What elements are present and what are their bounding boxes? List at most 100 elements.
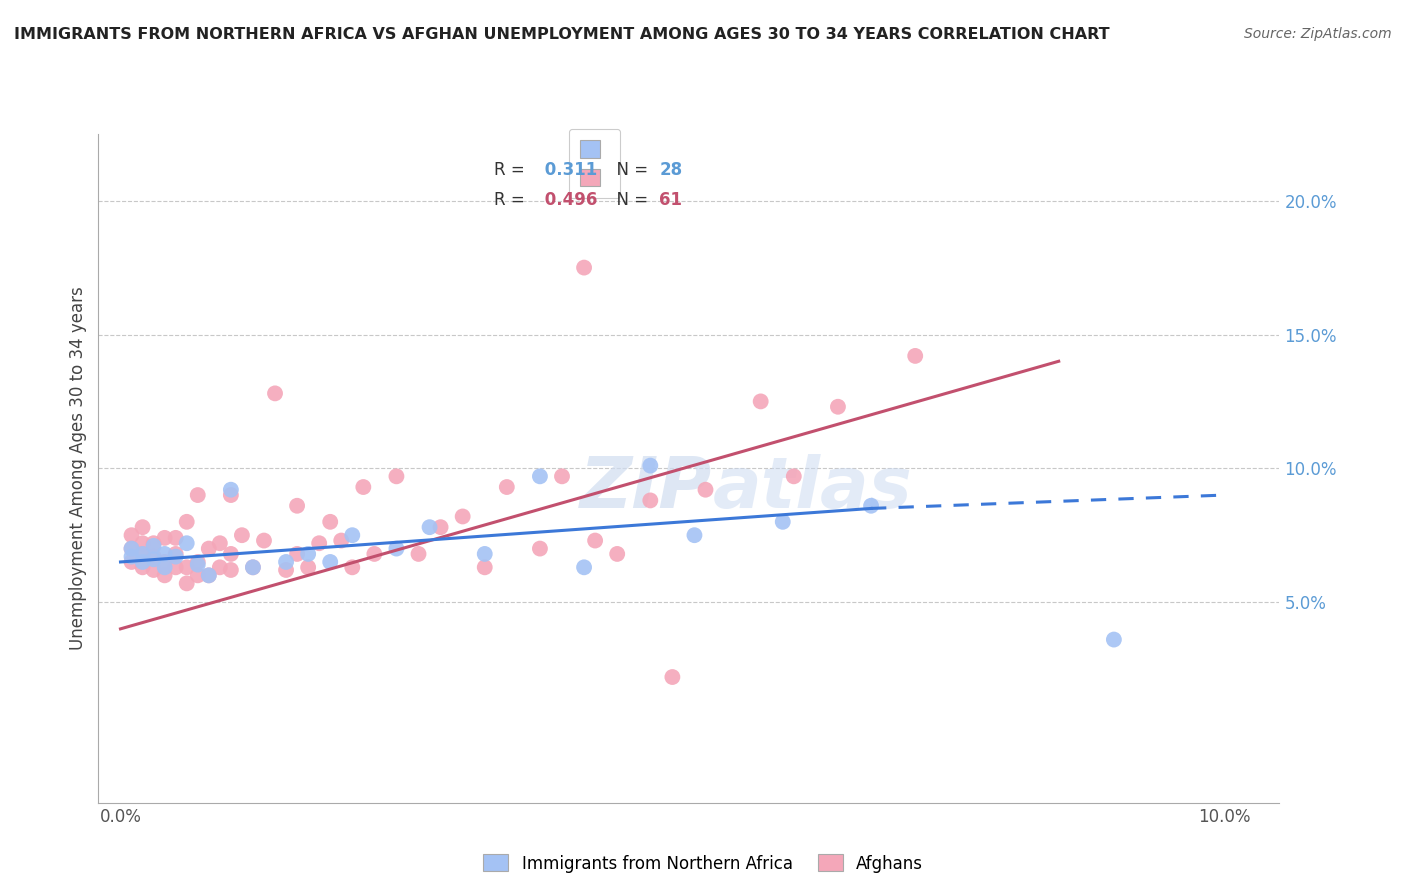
Point bbox=[242, 560, 264, 574]
Point bbox=[198, 568, 221, 582]
Point bbox=[330, 533, 353, 548]
Point bbox=[319, 515, 342, 529]
Point bbox=[342, 528, 364, 542]
Point bbox=[606, 547, 628, 561]
Point bbox=[219, 483, 242, 497]
Point bbox=[121, 528, 143, 542]
Point bbox=[529, 469, 551, 483]
Point bbox=[474, 560, 496, 574]
Point bbox=[121, 541, 143, 556]
Point bbox=[121, 555, 143, 569]
Point bbox=[165, 531, 187, 545]
Point bbox=[308, 536, 330, 550]
Point bbox=[131, 555, 153, 569]
Point bbox=[121, 541, 143, 556]
Text: 61: 61 bbox=[659, 191, 682, 209]
Point bbox=[176, 560, 198, 574]
Point bbox=[297, 560, 319, 574]
Text: IMMIGRANTS FROM NORTHERN AFRICA VS AFGHAN UNEMPLOYMENT AMONG AGES 30 TO 34 YEARS: IMMIGRANTS FROM NORTHERN AFRICA VS AFGHA… bbox=[14, 27, 1109, 42]
Point bbox=[551, 469, 574, 483]
Point bbox=[385, 541, 408, 556]
Point bbox=[363, 547, 385, 561]
Text: N =: N = bbox=[606, 191, 654, 209]
Legend: , : , bbox=[568, 128, 620, 198]
Text: ZIP: ZIP bbox=[581, 454, 713, 523]
Point bbox=[187, 488, 209, 502]
Point bbox=[583, 533, 606, 548]
Point bbox=[772, 515, 794, 529]
Text: 0.311: 0.311 bbox=[538, 161, 598, 178]
Point bbox=[165, 547, 187, 561]
Point bbox=[253, 533, 276, 548]
Point bbox=[285, 547, 308, 561]
Point bbox=[208, 560, 231, 574]
Point bbox=[274, 555, 297, 569]
Point bbox=[297, 547, 319, 561]
Text: atlas: atlas bbox=[713, 454, 912, 523]
Point bbox=[219, 547, 242, 561]
Point bbox=[121, 549, 143, 564]
Point bbox=[285, 499, 308, 513]
Point bbox=[783, 469, 806, 483]
Point bbox=[131, 547, 153, 561]
Point bbox=[572, 260, 595, 275]
Point bbox=[131, 547, 153, 561]
Point bbox=[187, 555, 209, 569]
Point bbox=[904, 349, 927, 363]
Point bbox=[408, 547, 430, 561]
Point bbox=[274, 563, 297, 577]
Point bbox=[208, 536, 231, 550]
Point bbox=[231, 528, 253, 542]
Point bbox=[153, 547, 176, 561]
Point bbox=[219, 488, 242, 502]
Point bbox=[142, 536, 165, 550]
Point bbox=[495, 480, 517, 494]
Point bbox=[474, 547, 496, 561]
Point bbox=[640, 458, 662, 473]
Point bbox=[695, 483, 717, 497]
Text: R =: R = bbox=[494, 191, 530, 209]
Point bbox=[187, 568, 209, 582]
Point bbox=[142, 539, 165, 553]
Point bbox=[529, 541, 551, 556]
Point bbox=[352, 480, 374, 494]
Point bbox=[827, 400, 849, 414]
Point bbox=[187, 558, 209, 572]
Point bbox=[176, 576, 198, 591]
Point bbox=[165, 549, 187, 564]
Text: N =: N = bbox=[606, 161, 654, 178]
Point bbox=[131, 520, 153, 534]
Text: R =: R = bbox=[494, 161, 530, 178]
Point bbox=[640, 493, 662, 508]
Point bbox=[165, 560, 187, 574]
Point bbox=[142, 552, 165, 566]
Point bbox=[142, 563, 165, 577]
Point bbox=[572, 560, 595, 574]
Point bbox=[860, 499, 883, 513]
Point bbox=[429, 520, 451, 534]
Point bbox=[342, 560, 364, 574]
Point bbox=[319, 555, 342, 569]
Point bbox=[176, 536, 198, 550]
Point bbox=[451, 509, 474, 524]
Text: 0.496: 0.496 bbox=[538, 191, 598, 209]
Text: 28: 28 bbox=[659, 161, 682, 178]
Point bbox=[131, 560, 153, 574]
Point bbox=[176, 515, 198, 529]
Point bbox=[131, 536, 153, 550]
Point bbox=[419, 520, 441, 534]
Point bbox=[153, 560, 176, 574]
Point bbox=[264, 386, 287, 401]
Point bbox=[219, 563, 242, 577]
Point bbox=[142, 549, 165, 564]
Y-axis label: Unemployment Among Ages 30 to 34 years: Unemployment Among Ages 30 to 34 years bbox=[69, 286, 87, 650]
Point bbox=[153, 555, 176, 569]
Text: Source: ZipAtlas.com: Source: ZipAtlas.com bbox=[1244, 27, 1392, 41]
Point bbox=[198, 541, 221, 556]
Point bbox=[683, 528, 706, 542]
Point bbox=[242, 560, 264, 574]
Legend: Immigrants from Northern Africa, Afghans: Immigrants from Northern Africa, Afghans bbox=[477, 847, 929, 880]
Point bbox=[153, 568, 176, 582]
Point bbox=[749, 394, 772, 409]
Point bbox=[385, 469, 408, 483]
